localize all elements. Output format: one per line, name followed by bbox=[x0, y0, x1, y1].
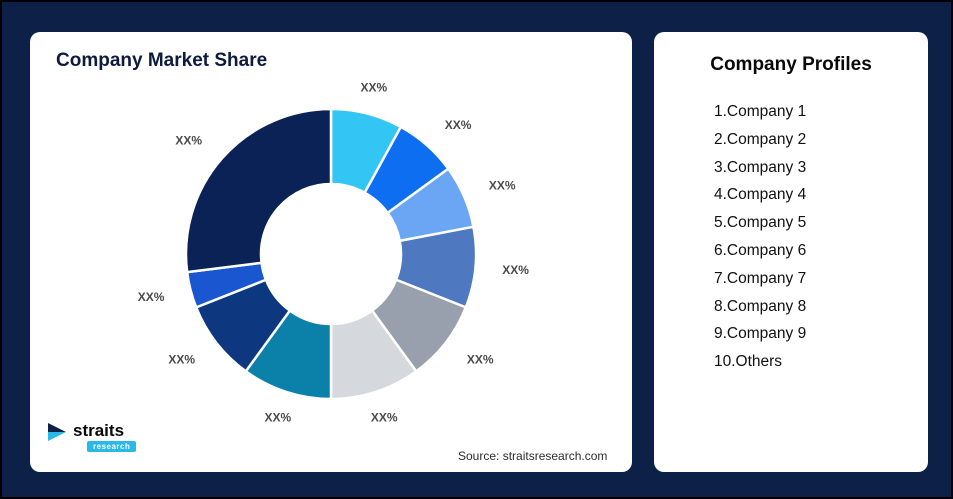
list-item: 3.Company 3 bbox=[714, 158, 807, 176]
source-text: Source: straitsresearch.com bbox=[458, 449, 608, 463]
list-item: 6.Company 6 bbox=[714, 241, 807, 259]
list-item: 7.Company 7 bbox=[714, 269, 807, 287]
donut-chart: XX% XX% XX% XX% XX% XX% XX% XX% XX% XX% bbox=[138, 80, 529, 425]
slice-label-3: XX% bbox=[489, 179, 516, 193]
slice-label-2: XX% bbox=[445, 118, 472, 132]
profiles-title: Company Profiles bbox=[710, 54, 872, 75]
market-share-card: Company Market Share XX% XX% XX% XX% XX% XX% X… bbox=[30, 32, 632, 472]
slice-label-6: XX% bbox=[371, 411, 398, 425]
company-profiles-list: 1.Company 1 2.Company 2 3.Company 3 4.Compa… bbox=[654, 76, 928, 376]
list-item: 1.Company 1 bbox=[714, 103, 807, 120]
slice-label-8: XX% bbox=[168, 352, 195, 366]
list-item: 10.Others bbox=[714, 353, 783, 371]
list-item: 4.Company 4 bbox=[714, 186, 807, 204]
straits-research-logo: straits research bbox=[48, 421, 137, 452]
logo-wordmark: straits bbox=[73, 421, 125, 440]
slice-label-7: XX% bbox=[264, 411, 291, 425]
donut-slice-10 bbox=[184, 107, 333, 274]
list-item: 8.Company 8 bbox=[714, 297, 807, 315]
chart-title: Company Market Share bbox=[56, 50, 268, 71]
logo-sub-wordmark: research bbox=[87, 441, 137, 452]
list-item: 5.Company 5 bbox=[714, 214, 807, 232]
company-profiles-card: Company Profiles 1.Company 1 2.Company 2 3… bbox=[654, 32, 928, 472]
slice-label-5: XX% bbox=[467, 352, 494, 366]
list-item: 9.Company 9 bbox=[714, 325, 807, 343]
slice-label-4: XX% bbox=[502, 263, 529, 277]
slice-label-10: XX% bbox=[175, 133, 202, 147]
list-item: 2.Company 2 bbox=[714, 130, 807, 148]
logo-arrow-icon bbox=[48, 423, 66, 441]
logo-text-block: straits research bbox=[73, 421, 137, 452]
slice-label-9: XX% bbox=[138, 290, 165, 304]
slice-label-1: XX% bbox=[360, 80, 387, 94]
